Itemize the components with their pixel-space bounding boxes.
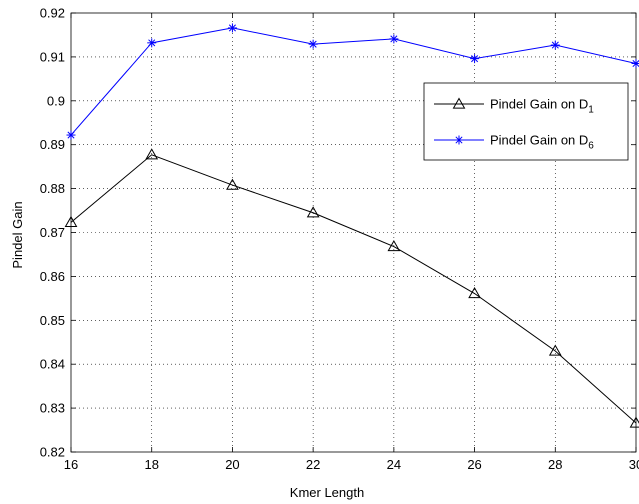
series-1 (64, 148, 639, 428)
star-stroke (551, 41, 559, 49)
data-point (64, 215, 78, 228)
legend-label-main: Pindel Gain on D (490, 97, 588, 112)
x-tick-label: 28 (548, 457, 562, 472)
x-tick-label: 20 (225, 457, 239, 472)
data-point (389, 34, 399, 44)
x-tick-label: 22 (306, 457, 320, 472)
y-tick-label: 0.92 (40, 6, 65, 21)
series-layer (64, 23, 639, 428)
series-line (70, 154, 637, 424)
legend-item-2: Pindel Gain on D6 (434, 133, 594, 152)
x-tick-label: 16 (64, 457, 78, 472)
y-tick-label: 0.85 (40, 313, 65, 328)
series-line (70, 27, 637, 136)
data-point (306, 206, 320, 218)
legend-item-1: Pindel Gain on D1 (434, 97, 594, 116)
x-tick-label: 26 (467, 457, 481, 472)
star-stroke (390, 35, 398, 43)
data-point (226, 178, 239, 190)
y-tick-label: 0.82 (40, 445, 65, 460)
legend-marker (454, 135, 464, 145)
y-tick-label: 0.84 (40, 357, 65, 372)
data-point (147, 38, 157, 48)
y-axis-label: Pindel Gain (10, 201, 25, 268)
data-point (145, 148, 159, 160)
star-stroke (455, 136, 463, 144)
legend-label-sub: 6 (588, 141, 594, 152)
star-stroke (148, 39, 156, 47)
star-stroke (632, 59, 639, 68)
data-point (387, 240, 401, 252)
data-point (227, 23, 237, 33)
data-point (470, 54, 480, 64)
data-point (550, 40, 560, 50)
data-point (66, 130, 76, 140)
x-tick-label: 24 (387, 457, 401, 472)
legend-box (423, 82, 629, 161)
x-axis-label: Kmer Length (290, 485, 364, 500)
legend-marker (452, 97, 466, 109)
legend-label-main: Pindel Gain on D (490, 133, 588, 148)
legend-label: Pindel Gain on D1 (490, 97, 594, 116)
legend-label: Pindel Gain on D6 (490, 133, 594, 152)
axis-ticks: 16182022242628300.820.830.840.850.860.87… (40, 6, 639, 473)
y-tick-label: 0.88 (40, 181, 65, 196)
y-tick-label: 0.86 (40, 269, 65, 284)
y-tick-label: 0.83 (40, 401, 65, 416)
y-tick-label: 0.87 (40, 225, 65, 240)
y-tick-label: 0.89 (40, 137, 65, 152)
data-point (308, 39, 318, 49)
data-point (468, 287, 481, 299)
data-point (631, 58, 639, 68)
x-tick-label: 18 (144, 457, 158, 472)
data-point (548, 344, 562, 356)
y-tick-label: 0.91 (40, 49, 65, 64)
x-tick-label: 30 (629, 457, 639, 472)
star-stroke (67, 131, 75, 139)
y-tick-label: 0.9 (47, 93, 65, 108)
star-stroke (309, 40, 317, 48)
star-stroke (228, 24, 236, 32)
series-2 (66, 23, 639, 140)
legend-label-sub: 1 (588, 105, 594, 116)
star-stroke (471, 55, 479, 63)
